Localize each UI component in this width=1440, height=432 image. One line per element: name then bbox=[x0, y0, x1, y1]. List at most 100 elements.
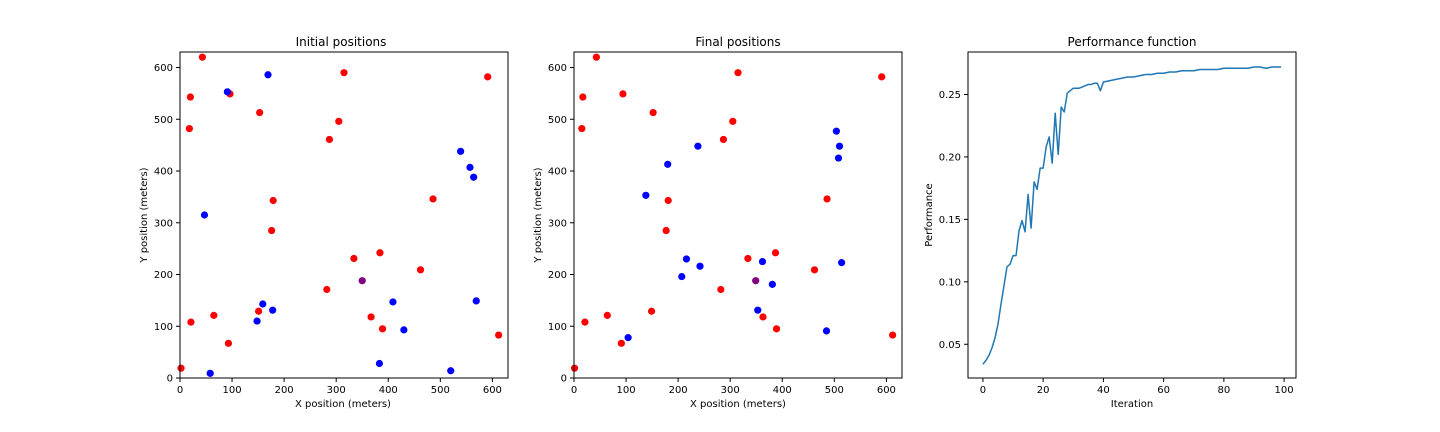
x-tick-label: 60 bbox=[1157, 385, 1170, 396]
scatter-point bbox=[400, 326, 408, 334]
scatter-point bbox=[682, 255, 691, 263]
scatter-point bbox=[457, 147, 465, 155]
scatter-point bbox=[592, 53, 600, 61]
scatter-point bbox=[754, 306, 762, 314]
y-tick-label: 500 bbox=[548, 115, 567, 126]
scatter-point bbox=[466, 163, 474, 171]
y-tick-label: 300 bbox=[154, 218, 173, 229]
x-tick-label: 300 bbox=[721, 385, 740, 396]
scatter-point bbox=[696, 262, 704, 270]
scatter-point bbox=[619, 90, 627, 98]
x-axis-label: X position (meters) bbox=[295, 399, 391, 410]
x-tick-label: 200 bbox=[669, 385, 688, 396]
axes-frame bbox=[179, 51, 509, 379]
scatter-point bbox=[323, 285, 331, 294]
y-tick-label: 400 bbox=[548, 167, 567, 178]
scatter-point bbox=[200, 211, 209, 219]
scatter-point bbox=[834, 154, 843, 162]
x-tick-label: 0 bbox=[571, 385, 577, 396]
scatter-point bbox=[642, 191, 650, 199]
y-tick-label: 0 bbox=[561, 374, 567, 385]
scatter-point bbox=[177, 364, 185, 372]
scatter-point bbox=[649, 108, 657, 117]
scatter-point bbox=[664, 160, 672, 168]
y-tick-label: 600 bbox=[548, 63, 567, 74]
scatter-point bbox=[416, 266, 425, 274]
scatter-point bbox=[771, 249, 780, 257]
y-tick-label: 100 bbox=[154, 322, 173, 333]
scatter-point bbox=[186, 93, 195, 101]
scatter-point bbox=[335, 117, 343, 125]
scatter-point bbox=[259, 300, 267, 308]
scatter-point bbox=[823, 195, 831, 203]
y-tick-label: 200 bbox=[154, 270, 173, 281]
y-tick-label: 0 bbox=[167, 374, 173, 385]
scatter-point bbox=[198, 53, 206, 61]
scatter-point bbox=[495, 331, 503, 339]
scatter-point bbox=[269, 196, 277, 205]
x-tick-label: 500 bbox=[825, 385, 844, 396]
scatter-point bbox=[744, 254, 752, 263]
scatter-point bbox=[772, 325, 781, 333]
scatter-point bbox=[210, 311, 218, 319]
x-tick-label: 100 bbox=[1275, 385, 1294, 396]
initial-positions-panel: Initial positions X position (meters) Y … bbox=[139, 35, 509, 410]
y-axis-label: Performance bbox=[924, 183, 935, 246]
y-tick-label: 0.25 bbox=[939, 90, 961, 101]
panel-title: Final positions bbox=[695, 35, 780, 49]
scatter-point bbox=[759, 313, 767, 321]
scatter-point bbox=[367, 313, 375, 321]
scatter-point bbox=[734, 69, 742, 77]
axes-frame bbox=[573, 51, 903, 379]
scatter-point bbox=[350, 254, 358, 263]
scatter-point bbox=[223, 88, 231, 96]
scatter-point bbox=[389, 298, 397, 306]
scatter-point bbox=[264, 71, 272, 79]
scatter-point bbox=[253, 317, 261, 325]
y-tick-label: 0.10 bbox=[939, 277, 961, 288]
scatter-point bbox=[647, 307, 656, 315]
x-tick-label: 0 bbox=[980, 385, 986, 396]
scatter-point bbox=[758, 257, 767, 266]
y-tick-label: 100 bbox=[548, 322, 567, 333]
x-tick-label: 200 bbox=[275, 385, 294, 396]
scatter-point bbox=[429, 195, 437, 203]
y-axis-label: Y position (meters) bbox=[533, 167, 544, 263]
scatter-point bbox=[472, 297, 480, 305]
y-tick-label: 400 bbox=[154, 167, 173, 178]
scatter-point bbox=[378, 325, 387, 333]
x-tick-label: 600 bbox=[483, 385, 502, 396]
scatter-point bbox=[752, 277, 760, 285]
y-tick-label: 0.15 bbox=[939, 215, 961, 226]
x-tick-label: 100 bbox=[223, 385, 242, 396]
x-tick-label: 500 bbox=[431, 385, 450, 396]
scatter-point bbox=[838, 259, 846, 267]
scatter-point bbox=[484, 73, 492, 81]
scatter-point bbox=[624, 334, 632, 342]
x-tick-label: 400 bbox=[773, 385, 792, 396]
scatter-point bbox=[224, 339, 233, 347]
scatter-point bbox=[185, 124, 193, 133]
y-axis-label: Y position (meters) bbox=[139, 167, 150, 263]
scatter-point bbox=[187, 318, 195, 326]
scatter-point bbox=[256, 108, 264, 117]
scatter-point bbox=[340, 69, 348, 77]
scatter-point bbox=[269, 306, 277, 314]
scatter-point bbox=[678, 272, 686, 281]
performance-function-panel: Performance function Iteration Performan… bbox=[924, 35, 1297, 410]
scatter-point bbox=[664, 196, 672, 205]
scatter-point bbox=[617, 339, 625, 347]
axes-frame bbox=[967, 51, 1297, 379]
scatter-point bbox=[579, 93, 587, 101]
scatter-point bbox=[768, 280, 776, 288]
panel-title: Performance function bbox=[1068, 35, 1197, 49]
performance-line bbox=[982, 66, 1282, 365]
scatter-point bbox=[717, 285, 725, 294]
scatter-point bbox=[255, 307, 263, 315]
scatter-point bbox=[206, 369, 214, 377]
x-axis-label: Iteration bbox=[1111, 399, 1153, 410]
scatter-point bbox=[376, 249, 384, 257]
scatter-point bbox=[581, 318, 589, 326]
